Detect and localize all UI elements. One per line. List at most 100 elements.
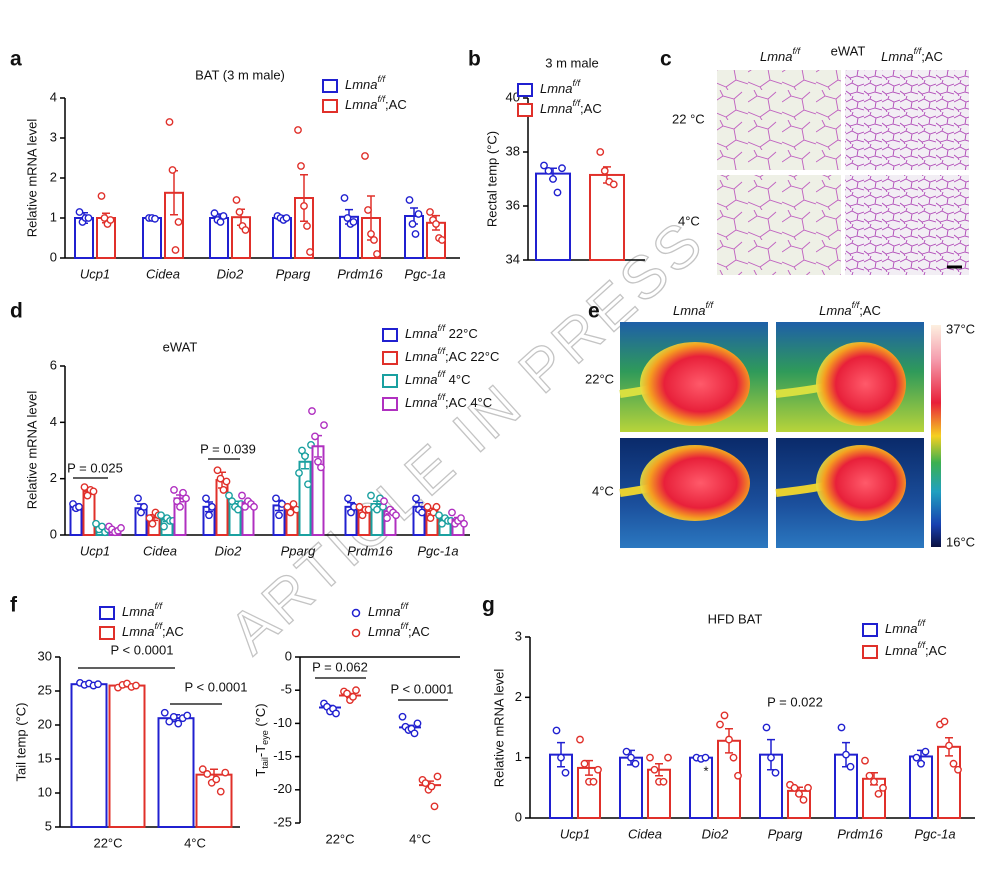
- data-point: [544, 166, 553, 175]
- y-tick-label: 1: [515, 749, 522, 764]
- legend-marker: [382, 374, 398, 388]
- legend-entry: Lmnaf/f;AC 22°C: [405, 346, 499, 364]
- thermal-body: [816, 445, 906, 521]
- data-point: [701, 753, 710, 762]
- data-point: [921, 747, 930, 756]
- gene-name: Lmna: [405, 395, 438, 410]
- data-point: [304, 480, 312, 489]
- y-tick-label: 30: [38, 648, 52, 663]
- y-tick-label: 0: [50, 249, 57, 264]
- data-point: [205, 511, 213, 520]
- data-point: [344, 494, 352, 503]
- data-point: [148, 519, 157, 528]
- data-point: [151, 214, 159, 223]
- annotation: P < 0.0001: [110, 642, 173, 657]
- legend-marker: [382, 328, 398, 342]
- data-point: [169, 712, 178, 721]
- panel-letter: a: [10, 48, 22, 71]
- x-tick-label: Ucp1: [80, 266, 110, 281]
- legend-marker: [862, 623, 878, 637]
- y-tick-label: -10: [273, 715, 292, 730]
- legend-marker: [517, 103, 533, 117]
- x-tick-label: Prdm16: [347, 543, 393, 558]
- data-point: [627, 753, 635, 762]
- data-point: [241, 226, 250, 234]
- gene-name: Lmna: [819, 303, 852, 318]
- y-tick-label: -25: [273, 814, 292, 829]
- bar: [689, 756, 713, 820]
- bar: [157, 717, 195, 829]
- gene-name: Lmna: [540, 101, 573, 116]
- gene-name: Lmna: [345, 97, 378, 112]
- data-point: [917, 759, 925, 768]
- data-point: [762, 723, 771, 732]
- data-point: [846, 762, 855, 771]
- genotype-sup: f/f: [438, 346, 447, 356]
- x-tick-label: Pgc-1a: [914, 826, 955, 841]
- data-point: [837, 723, 846, 732]
- data-point: [221, 768, 230, 777]
- data-point: [398, 712, 407, 721]
- data-point: [332, 709, 340, 718]
- x-tick-label: Dio2: [702, 826, 730, 841]
- data-point: [729, 753, 738, 762]
- bar: [272, 217, 292, 259]
- data-point: [301, 452, 309, 461]
- genotype-sup: f/f: [438, 369, 447, 379]
- y-tick-label: 40: [506, 89, 520, 104]
- genotype-suffix: ;AC: [408, 624, 430, 639]
- column-label: Lmnaf/f: [760, 46, 802, 64]
- data-point: [203, 770, 212, 778]
- data-point: [367, 491, 375, 500]
- legend-entry: Lmnaf/f;AC: [122, 621, 184, 639]
- data-point: [413, 719, 422, 728]
- legend-marker: [322, 99, 338, 113]
- y-tick-label: 25: [38, 682, 52, 697]
- legend-entry: Lmnaf/f;AC 4°C: [405, 392, 492, 410]
- data-point: [75, 502, 83, 511]
- data-point: [870, 777, 878, 786]
- data-point: [355, 502, 364, 511]
- data-point: [134, 494, 142, 503]
- annotation: P < 0.0001: [390, 681, 453, 696]
- data-point: [558, 164, 566, 173]
- legend-entry: Lmnaf/f: [540, 78, 582, 96]
- gene-name: Lmna: [540, 81, 573, 96]
- data-point: [308, 407, 316, 415]
- data-point: [361, 152, 369, 160]
- gene-name: Lmna: [673, 303, 706, 318]
- genotype-sup: f/f: [573, 78, 582, 88]
- data-point: [208, 502, 216, 511]
- data-point: [734, 771, 742, 780]
- y-tick-label: 1: [50, 209, 57, 224]
- annotation: P = 0.039: [200, 441, 256, 456]
- legend-marker: [382, 351, 398, 365]
- data-point: [412, 494, 420, 503]
- x-tick-label: Cidea: [143, 543, 177, 558]
- data-point: [272, 494, 280, 503]
- data-point: [311, 432, 319, 441]
- genotype-sup: f/f: [918, 618, 927, 628]
- image-title: eWAT: [831, 43, 866, 58]
- y-tick-label: -15: [273, 748, 292, 763]
- row-label: 22 °C: [672, 111, 705, 126]
- data-point: [408, 220, 417, 228]
- legend-marker: [322, 79, 338, 93]
- row-label: 4°C: [678, 213, 700, 228]
- genotype-suffix: ;AC 4°C: [445, 395, 492, 410]
- data-point: [622, 747, 631, 756]
- data-point: [349, 692, 357, 701]
- histology-image: [717, 70, 841, 170]
- data-point: [865, 771, 874, 780]
- legend-entry: Lmnaf/f;AC: [540, 98, 602, 116]
- data-point: [435, 511, 443, 520]
- data-point: [594, 765, 602, 774]
- y-tick-label: 38: [506, 143, 520, 158]
- data-point: [414, 210, 423, 218]
- data-point: [427, 782, 436, 791]
- data-point: [664, 753, 672, 762]
- data-point: [631, 759, 640, 768]
- data-point: [945, 741, 953, 750]
- data-point: [367, 230, 375, 238]
- chart-title: 3 m male: [545, 55, 598, 70]
